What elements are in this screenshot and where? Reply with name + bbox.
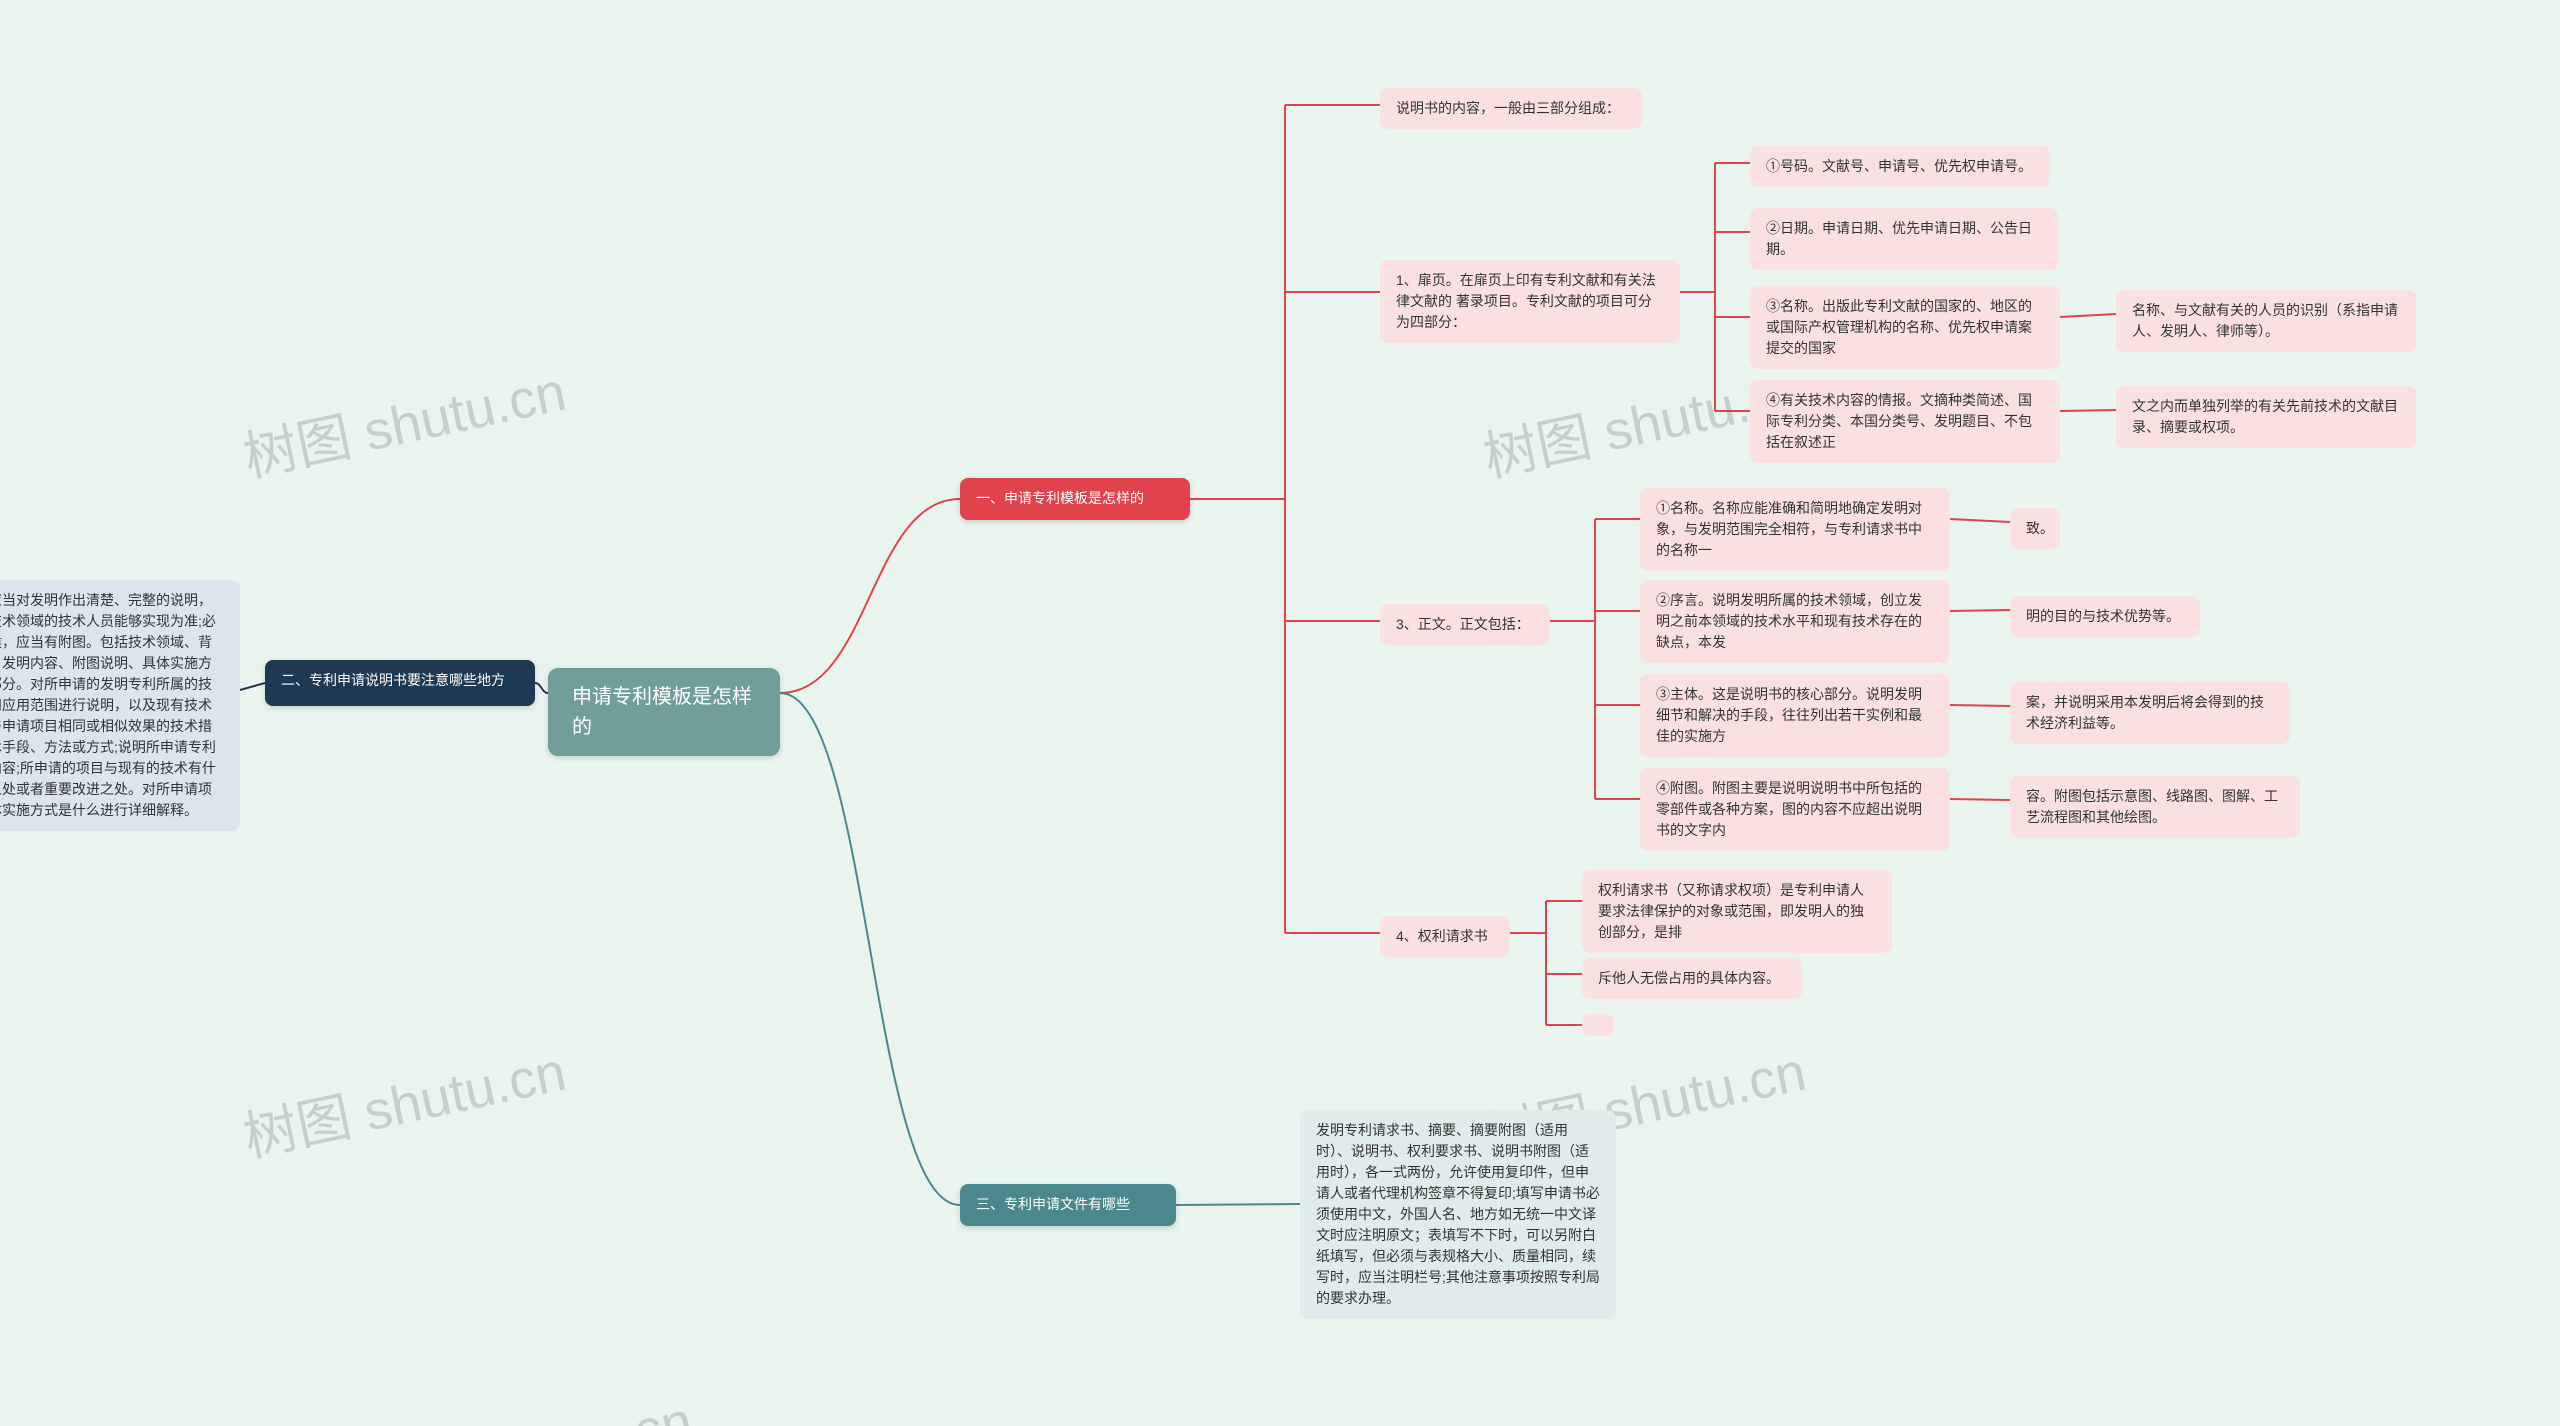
mindmap-node[interactable]: 名称、与文献有关的人员的识别（系指申请人、发明人、律师等）。 <box>2116 290 2416 352</box>
mindmap-node[interactable] <box>1582 1014 1614 1036</box>
mindmap-node[interactable]: ④有关技术内容的情报。文摘种类简述、国际专利分类、本国分类号、发明题目、不包括在… <box>1750 380 2060 463</box>
mindmap-node[interactable]: ③名称。出版此专利文献的国家的、地区的或国际产权管理机构的名称、优先权申请案提交… <box>1750 286 2060 369</box>
mindmap-node[interactable]: 容。附图包括示意图、线路图、图解、工艺流程图和其他绘图。 <box>2010 776 2300 838</box>
mindmap-node[interactable]: ③主体。这是说明书的核心部分。说明发明细节和解决的手段，往往列出若干实例和最佳的… <box>1640 674 1950 757</box>
watermark: 树图 shutu.cn <box>235 347 571 492</box>
mindmap-node[interactable]: 明的目的与技术优势等。 <box>2010 596 2200 637</box>
mindmap-node[interactable]: 斥他人无偿占用的具体内容。 <box>1582 958 1802 999</box>
mindmap-node[interactable]: 案，并说明采用本发明后将会得到的技术经济利益等。 <box>2010 682 2290 744</box>
branch-node[interactable]: 一、申请专利模板是怎样的 <box>960 478 1190 520</box>
branch-node[interactable]: 二、专利申请说明书要注意哪些地方 <box>265 660 535 706</box>
mindmap-node[interactable]: 发明专利请求书、摘要、摘要附图（适用时）、说明书、权利要求书、说明书附图（适用时… <box>1300 1110 1616 1319</box>
watermark: 树图 shutu.cn <box>235 1027 571 1172</box>
mindmap-node[interactable]: 说明书应当对发明作出清楚、完整的说明，以所属技术领域的技术人员能够实现为准;必要… <box>0 580 240 831</box>
mindmap-node[interactable]: 3、正文。正文包括： <box>1380 604 1550 645</box>
mindmap-node[interactable]: 1、扉页。在扉页上印有专利文献和有关法律文献的 著录项目。专利文献的项目可分为四… <box>1380 260 1680 343</box>
mindmap-node[interactable]: ②日期。申请日期、优先申请日期、公告日期。 <box>1750 208 2058 270</box>
mindmap-node[interactable]: 4、权利请求书 <box>1380 916 1510 957</box>
mindmap-node[interactable]: 致。 <box>2010 508 2060 549</box>
watermark: u.cn <box>585 1390 698 1426</box>
mindmap-node[interactable]: ②序言。说明发明所属的技术领域，创立发明之前本领域的技术水平和现有技术存在的缺点… <box>1640 580 1950 663</box>
mindmap-node[interactable]: ①号码。文献号、申请号、优先权申请号。 <box>1750 146 2050 187</box>
mindmap-node[interactable]: ①名称。名称应能准确和简明地确定发明对象，与发明范围完全相符，与专利请求书中的名… <box>1640 488 1950 571</box>
mindmap-canvas: 树图 shutu.cn树图 shutu.cn树图 shutu.cn树图 shut… <box>0 0 2560 1426</box>
mindmap-node[interactable]: ④附图。附图主要是说明说明书中所包括的零部件或各种方案，图的内容不应超出说明书的… <box>1640 768 1950 851</box>
mindmap-node[interactable]: 权利请求书（又称请求权项）是专利申请人要求法律保护的对象或范围，即发明人的独创部… <box>1582 870 1892 953</box>
center-node[interactable]: 申请专利模板是怎样的 <box>548 668 780 756</box>
mindmap-node[interactable]: 说明书的内容，一般由三部分组成： <box>1380 88 1642 129</box>
mindmap-node[interactable]: 文之内而单独列举的有关先前技术的文献目录、摘要或权项。 <box>2116 386 2416 448</box>
branch-node[interactable]: 三、专利申请文件有哪些 <box>960 1184 1176 1226</box>
